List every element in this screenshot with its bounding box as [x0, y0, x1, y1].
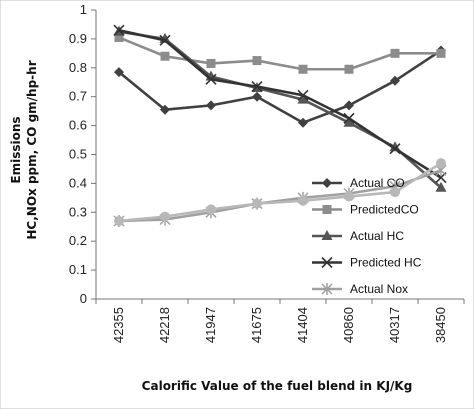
data-point	[344, 64, 354, 74]
series-6	[114, 158, 446, 226]
data-point	[206, 58, 216, 68]
data-point	[160, 211, 170, 222]
data-point	[252, 56, 262, 66]
series-line	[118, 162, 442, 223]
data-point	[390, 48, 400, 58]
x-tick-label: 41404	[295, 307, 310, 343]
legend-label: PredictedCO	[350, 203, 419, 217]
data-point	[435, 181, 447, 192]
series-line	[118, 36, 441, 71]
x-tick-label: 41947	[203, 307, 218, 343]
legend-marker	[321, 256, 333, 269]
y-tick-label: 1	[80, 2, 87, 17]
y-tick-label: 0.9	[69, 31, 87, 46]
data-point	[114, 215, 124, 226]
x-tick-label: 40317	[387, 307, 402, 343]
x-tick-label: 40860	[341, 307, 356, 343]
legend-label: Predicted HC	[350, 256, 422, 270]
y-tick-label: 0	[80, 291, 87, 306]
y-tick-label: 0.8	[69, 60, 87, 75]
x-axis-ticks: 42355 42218 41947 41675 41404 40860 40317 38450	[95, 299, 465, 343]
data-point	[390, 75, 400, 86]
data-point	[251, 81, 263, 93]
data-point	[389, 143, 401, 155]
series-line	[118, 49, 442, 125]
legend-label: Actual CO	[350, 176, 405, 190]
y-tick-label: 0.1	[69, 262, 87, 277]
data-point	[252, 91, 262, 102]
series-2	[114, 32, 446, 74]
y-tick-label: 0.7	[69, 89, 87, 104]
data-point	[344, 100, 354, 111]
y-tick-label: 0.3	[69, 204, 87, 219]
legend-label: Actual Nox	[350, 282, 408, 296]
data-point	[114, 32, 124, 42]
legend-marker	[321, 283, 333, 295]
series-line	[118, 28, 442, 179]
data-point	[206, 100, 216, 111]
x-axis-title: Calorific Value of the fuel blend in KJ/…	[142, 379, 413, 393]
series-layer	[113, 24, 447, 227]
data-point	[160, 51, 170, 61]
legend-label: Actual HC	[350, 229, 404, 243]
data-point	[298, 117, 308, 128]
legend-marker	[321, 230, 333, 240]
data-point	[297, 89, 309, 101]
y-axis-title-line-2: HC,NOx ppm, CO gm/hp-hr	[25, 60, 39, 239]
data-point	[297, 93, 309, 104]
data-point	[344, 191, 354, 202]
data-point	[159, 34, 171, 46]
data-point	[436, 48, 446, 58]
data-point	[114, 67, 124, 78]
legend-marker	[322, 205, 332, 214]
x-tick-label: 42355	[111, 307, 126, 343]
x-tick-label: 42218	[157, 307, 172, 343]
legend-marker	[322, 178, 332, 188]
data-point	[343, 116, 355, 127]
data-point	[206, 204, 216, 215]
series-4	[113, 24, 447, 184]
legend: Actual CO PredictedCO Actual HC Predicted H…	[312, 176, 422, 296]
y-tick-label: 0.2	[69, 233, 87, 248]
y-tick-label: 0.5	[69, 147, 87, 162]
data-point	[252, 198, 262, 209]
x-tick-label: 41675	[249, 307, 264, 343]
y-tick-label: 0.4	[69, 175, 87, 190]
x-tick-label: 38450	[433, 307, 448, 343]
data-point	[389, 141, 401, 152]
data-point	[160, 104, 170, 115]
data-point	[436, 158, 446, 169]
y-tick-label: 0.6	[69, 118, 87, 133]
data-point	[205, 73, 217, 85]
y-axis-ticks: 0 0.1 0.2 0.3 0.4 0.5 0.6 0.7 0.8 0.9 1	[69, 2, 96, 306]
data-point	[390, 187, 400, 198]
series-line	[118, 169, 442, 223]
y-axis-title-line-1: Emissions	[9, 116, 23, 183]
data-point	[343, 112, 355, 124]
data-point	[113, 24, 125, 36]
data-point	[298, 195, 308, 206]
data-point	[298, 64, 308, 74]
